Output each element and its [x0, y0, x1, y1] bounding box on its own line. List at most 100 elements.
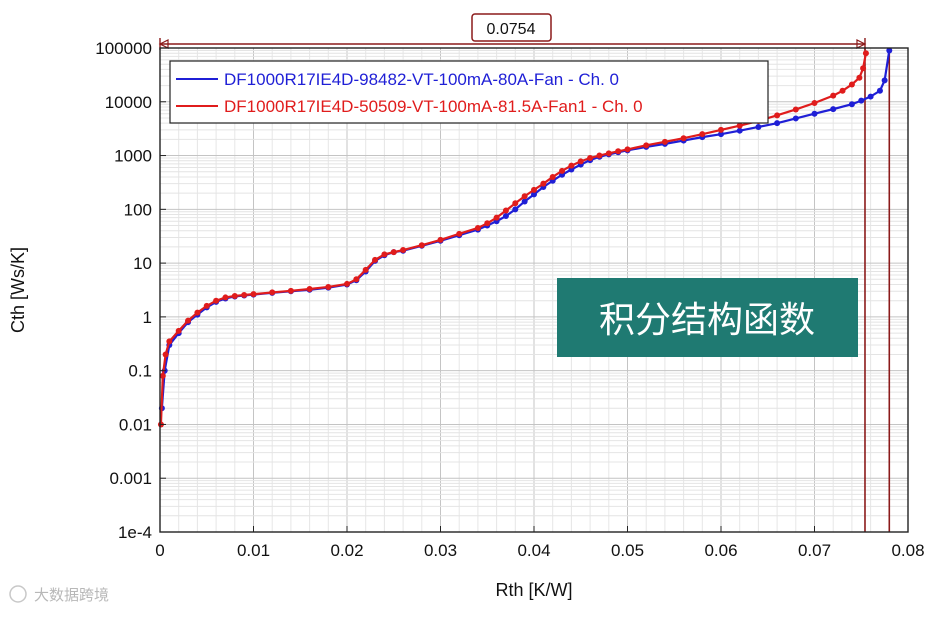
series-2-point — [390, 249, 397, 256]
series-2-point — [456, 230, 463, 237]
series-layer — [157, 47, 893, 428]
series-2-point — [166, 338, 173, 345]
series-2-point — [306, 286, 313, 293]
legend: DF1000R17IE4D-98482-VT-100mA-80A-Fan - C… — [169, 60, 769, 124]
y-tick-label: 1000 — [114, 147, 152, 166]
y-tick-label: 0.01 — [119, 415, 152, 434]
legend-box — [169, 60, 769, 124]
y-tick-label: 0.1 — [128, 362, 152, 381]
y-tick-label: 10 — [133, 254, 152, 273]
series-2-point — [605, 150, 612, 157]
series-2-point — [250, 291, 257, 298]
series-2-point — [400, 247, 407, 254]
series-2-point — [484, 220, 491, 227]
y-tick-label: 10000 — [105, 93, 152, 112]
series-2-point — [512, 200, 519, 207]
y-tick-label: 100 — [124, 200, 152, 219]
series-2-point — [860, 65, 867, 72]
series-2-point — [680, 135, 687, 142]
x-tick-label: 0 — [155, 541, 164, 560]
series-2-point — [353, 276, 360, 283]
series-2-point — [521, 193, 528, 200]
series-2-point — [577, 158, 584, 165]
x-tick-label: 0.08 — [891, 541, 924, 560]
series-2-point — [596, 152, 603, 159]
watermark-logo-icon — [9, 585, 27, 603]
series-2-point — [493, 214, 500, 221]
series-2-point — [418, 242, 425, 249]
series-2-point — [474, 224, 481, 231]
series-2-point — [194, 309, 201, 316]
span-arrow-left-head — [158, 39, 169, 49]
series-2-point — [540, 180, 547, 187]
series-2-point — [587, 155, 594, 162]
series-2-point — [203, 302, 210, 309]
series-2-point — [718, 126, 724, 133]
series-1-point — [830, 106, 837, 113]
series-1-point — [792, 115, 799, 122]
series-2-point — [661, 138, 668, 145]
watermark-text: 大数据跨境 — [34, 586, 109, 604]
y-tick-label: 100000 — [95, 39, 152, 58]
x-tick-label: 0.02 — [330, 541, 363, 560]
x-tick-label: 0.01 — [237, 541, 270, 560]
series-2-point — [222, 294, 229, 301]
series-1-point — [886, 47, 893, 54]
series-2-point — [568, 162, 575, 169]
x-tick-label: 0.03 — [424, 541, 457, 560]
y-tick-label: 0.001 — [109, 469, 152, 488]
y-tick-label: 1 — [143, 308, 152, 327]
series-2-point — [372, 256, 379, 263]
span-label: 0.0754 — [487, 21, 536, 38]
legend-entry-2: DF1000R17IE4D-50509-VT-100mA-81.5A-Fan1 … — [224, 97, 643, 116]
x-tick-label: 0.06 — [704, 541, 737, 560]
y-tick-label: 1e-4 — [118, 523, 152, 542]
series-2-point — [811, 99, 818, 106]
series-2-point — [362, 266, 369, 273]
series-1-point — [755, 123, 762, 130]
series-2-point — [862, 50, 869, 57]
x-tick-label: 0.05 — [611, 541, 644, 560]
series-1-point — [858, 97, 865, 104]
series-2-point — [774, 112, 781, 119]
series-2-point — [325, 283, 332, 290]
series-1-point — [774, 120, 781, 127]
series-2-point — [269, 289, 276, 296]
axis-layer: 0 0.01 0.02 0.03 0.04 0.05 0.06 0.07 0.08 1e-4 0.0… — [95, 39, 924, 560]
series-2-point — [213, 297, 220, 304]
series-2-point — [848, 81, 855, 88]
series-2-point — [241, 292, 248, 299]
series-1-point — [502, 213, 509, 220]
series-1-point — [848, 101, 855, 108]
series-2-point — [159, 372, 166, 379]
x-axis-title: Rth [K/W] — [495, 580, 572, 600]
series-1-point — [512, 206, 519, 213]
series-2-point — [615, 148, 622, 155]
overlay-label: 积分结构函数 — [599, 299, 815, 340]
series-1-point — [531, 191, 537, 198]
overlay-label-box — [557, 278, 858, 357]
y-axis-title: Cth [Ws/K] — [8, 247, 28, 333]
series-1-point — [811, 110, 818, 117]
span-label-box — [471, 13, 552, 42]
series-1-point — [718, 131, 724, 138]
series-2-point — [856, 74, 863, 81]
series-2-point — [287, 287, 294, 294]
series-1-point — [521, 198, 528, 205]
series-2-point — [624, 146, 631, 153]
series-1-point — [736, 127, 743, 134]
x-tick-label: 0.04 — [517, 541, 550, 560]
watermark: 大数据跨境 — [9, 585, 109, 604]
series-2-point — [549, 173, 556, 180]
span-arrow-right-head — [856, 39, 867, 49]
annotation-layer — [158, 38, 891, 532]
x-tick-label: 0.07 — [798, 541, 831, 560]
series-2-point — [185, 317, 192, 324]
series-2-point — [437, 236, 444, 243]
series-2-point — [699, 131, 706, 138]
series-2-point — [839, 87, 846, 94]
series-1-point — [876, 87, 883, 94]
series-2-point — [344, 280, 350, 287]
